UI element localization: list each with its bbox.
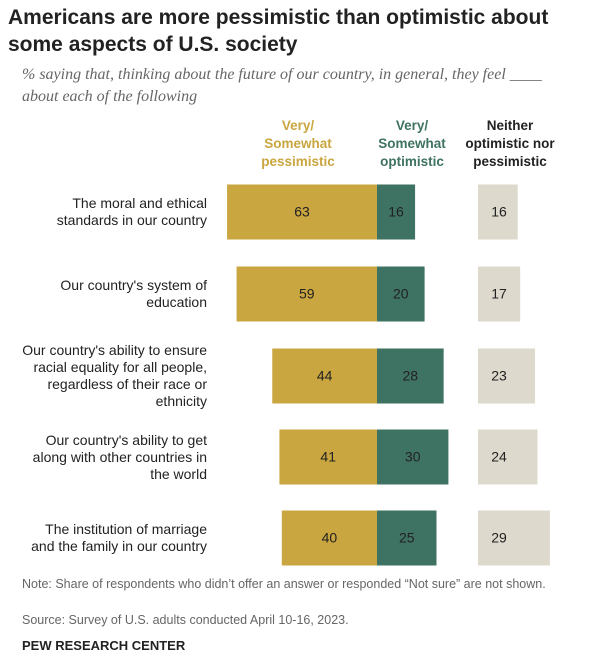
data-label: 23 [491, 368, 507, 384]
credit: PEW RESEARCH CENTER [22, 638, 186, 653]
note: Note: Share of respondents who didn’t of… [22, 577, 546, 591]
bar [281, 510, 377, 566]
bar [236, 266, 377, 322]
bar [377, 429, 449, 485]
bar [227, 184, 377, 240]
data-label: 25 [399, 530, 415, 546]
category-label: The moral and ethical standards in our c… [56, 195, 207, 228]
data-label: 30 [405, 449, 421, 465]
bar [478, 510, 550, 566]
bar [377, 184, 416, 240]
source: Source: Survey of U.S. adults conducted … [22, 613, 349, 627]
bar [478, 429, 538, 485]
category-label: Our country's ability to ensure racial e… [22, 342, 207, 409]
data-label: 16 [388, 204, 404, 220]
data-label: 41 [320, 449, 336, 465]
data-label: 63 [294, 204, 310, 220]
bar [478, 266, 521, 322]
chart-title: Americans are more pessimistic than opti… [8, 6, 549, 56]
data-label: 24 [491, 449, 507, 465]
data-label: 20 [393, 286, 409, 302]
legend-header: Very/ Somewhat pessimistic [261, 118, 335, 169]
bar [478, 348, 536, 404]
bar [272, 348, 377, 404]
chart-subtitle: % saying that, thinking about the future… [22, 66, 542, 105]
bar [377, 510, 437, 566]
data-label: 16 [491, 204, 507, 220]
bar [279, 429, 377, 485]
data-label: 17 [491, 286, 507, 302]
data-label: 59 [299, 286, 315, 302]
data-label: 28 [403, 368, 419, 384]
bar [478, 184, 518, 240]
category-label: The institution of marriage and the fami… [31, 521, 207, 554]
legend-header: Very/ Somewhat optimistic [378, 118, 446, 169]
bar [377, 348, 444, 404]
category-label: Our country's ability to get along with … [32, 431, 207, 482]
data-label: 44 [317, 368, 333, 384]
data-label: 29 [491, 530, 507, 546]
category-label: Our country's system of education [60, 277, 207, 310]
data-label: 40 [322, 530, 338, 546]
bar [377, 266, 425, 322]
legend-header: Neither optimistic nor pessimistic [465, 118, 555, 169]
